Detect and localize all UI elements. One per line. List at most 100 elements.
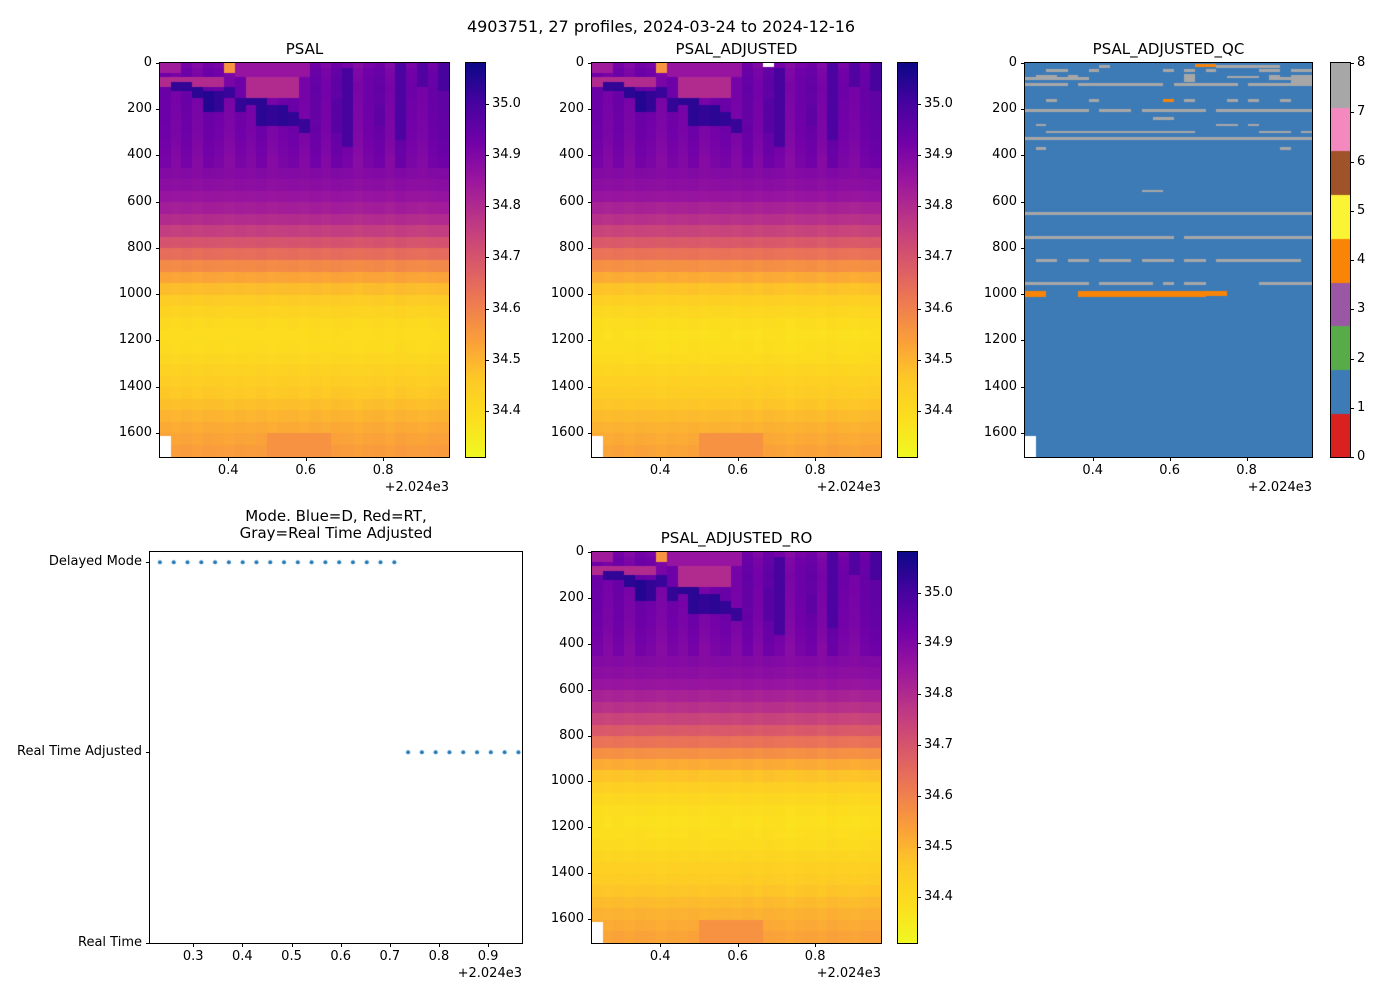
y-tick-mark bbox=[588, 386, 592, 388]
x-tick-label: 0.4 bbox=[1082, 463, 1104, 478]
colorbar-tick-label: 34.5 bbox=[492, 351, 521, 367]
x-tick-label: 0.8 bbox=[804, 949, 826, 964]
colorbar-tick-mark bbox=[917, 155, 921, 157]
colorbar-tick-mark bbox=[917, 643, 921, 645]
colorbar-tick-label: 34.4 bbox=[492, 402, 521, 418]
psal-adjusted-qc-title: PSAL_ADJUSTED_QC bbox=[1092, 40, 1245, 58]
x-tick-label: 0.4 bbox=[649, 463, 671, 478]
x-tick-label: 0.8 bbox=[1236, 463, 1257, 478]
y-tick-label: 0 bbox=[575, 544, 584, 559]
y-tick-label: 200 bbox=[992, 101, 1017, 117]
y-tick-label: 600 bbox=[559, 193, 584, 209]
colorbar-tick-label: 34.9 bbox=[924, 635, 953, 651]
y-tick-label: 1000 bbox=[983, 286, 1017, 302]
colorbar-tick-label: 34.9 bbox=[492, 147, 521, 163]
y-tick-label: 1400 bbox=[983, 378, 1017, 394]
y-tick-label: 400 bbox=[559, 147, 584, 163]
y-tick-label: 1200 bbox=[550, 819, 584, 835]
y-tick-mark bbox=[156, 201, 160, 203]
colorbar-tick-label: 6 bbox=[1357, 153, 1366, 169]
x-axis-offset-text: +2.024e3 bbox=[1247, 480, 1312, 495]
x-tick-mark bbox=[193, 943, 195, 947]
y-tick-mark bbox=[1021, 201, 1025, 203]
colorbar-tick-mark bbox=[485, 410, 489, 412]
psal-adjusted-axes bbox=[591, 62, 882, 458]
psal-adjusted-ro-title: PSAL_ADJUSTED_RO bbox=[660, 529, 813, 547]
colorbar-tick-label: 8 bbox=[1357, 55, 1366, 70]
colorbar-tick-label: 34.9 bbox=[924, 147, 953, 163]
y-tick-mark bbox=[146, 943, 150, 944]
y-tick-label: 200 bbox=[559, 101, 584, 117]
x-tick-label: 0.6 bbox=[727, 949, 748, 964]
y-tick-label: 600 bbox=[127, 193, 152, 209]
psal-adjusted-ro-colorbar bbox=[897, 551, 918, 944]
y-tick-mark bbox=[588, 689, 592, 691]
y-tick-label: 1600 bbox=[118, 424, 152, 440]
y-tick-mark bbox=[1021, 63, 1025, 64]
colorbar-tick-label: 3 bbox=[1357, 301, 1366, 317]
colorbar-tick-mark bbox=[917, 103, 921, 105]
psal-adjusted-ro-heatmap-canvas bbox=[592, 552, 881, 943]
y-tick-mark bbox=[588, 201, 592, 203]
colorbar-tick-mark bbox=[485, 257, 489, 259]
x-tick-mark bbox=[305, 457, 307, 461]
colorbar-tick-label: 34.5 bbox=[924, 838, 953, 854]
x-tick-mark bbox=[228, 457, 230, 461]
colorbar-tick-label: 34.4 bbox=[924, 402, 953, 418]
x-tick-mark bbox=[815, 943, 817, 947]
y-tick-mark bbox=[588, 155, 592, 157]
y-tick-label: 1000 bbox=[118, 286, 152, 302]
y-tick-label: 400 bbox=[992, 147, 1017, 163]
colorbar-tick-label: 4 bbox=[1357, 252, 1366, 267]
colorbar-tick-mark bbox=[917, 744, 921, 746]
y-tick-label: 1400 bbox=[118, 378, 152, 394]
x-tick-label: 0.6 bbox=[295, 463, 316, 478]
y-tick-label: 1200 bbox=[118, 332, 152, 348]
x-axis-offset-text: +2.024e3 bbox=[816, 480, 881, 495]
colorbar-tick-mark bbox=[917, 795, 921, 797]
y-tick-mark bbox=[156, 294, 160, 296]
colorbar-tick-mark bbox=[917, 897, 921, 899]
mode-axes bbox=[149, 551, 523, 944]
figure-title: 4903751, 27 profiles, 2024-03-24 to 2024… bbox=[466, 17, 856, 36]
x-tick-mark bbox=[1169, 457, 1171, 461]
x-tick-label: 0.3 bbox=[182, 949, 204, 964]
y-tick-label: 1400 bbox=[550, 378, 584, 394]
colorbar-tick-mark bbox=[1350, 309, 1354, 311]
x-tick-label: 0.7 bbox=[379, 949, 401, 964]
x-tick-label: 0.6 bbox=[330, 949, 351, 964]
y-tick-mark bbox=[1021, 340, 1025, 342]
psal-axes bbox=[159, 62, 450, 458]
y-tick-mark bbox=[1021, 109, 1025, 111]
y-tick-label: 400 bbox=[127, 147, 152, 163]
colorbar-tick-mark bbox=[1350, 457, 1354, 458]
y-category-label: Real Time Adjusted bbox=[17, 744, 142, 760]
x-tick-label: 0.8 bbox=[372, 463, 394, 478]
colorbar-tick-mark bbox=[485, 155, 489, 157]
colorbar-tick-label: 1 bbox=[1357, 399, 1366, 415]
y-tick-mark bbox=[588, 247, 592, 249]
colorbar-tick-label: 34.6 bbox=[924, 787, 953, 803]
x-tick-mark bbox=[660, 457, 662, 461]
colorbar-tick-mark bbox=[917, 410, 921, 412]
colorbar-tick-label: 34.4 bbox=[924, 889, 953, 905]
y-tick-mark bbox=[1021, 294, 1025, 296]
x-tick-mark bbox=[340, 943, 342, 947]
y-tick-label: 800 bbox=[559, 239, 584, 255]
x-tick-mark bbox=[488, 943, 490, 947]
y-tick-mark bbox=[1021, 155, 1025, 157]
x-tick-label: 0.4 bbox=[649, 949, 671, 964]
y-tick-label: 1000 bbox=[550, 286, 584, 302]
y-tick-mark bbox=[156, 386, 160, 388]
y-tick-label: 400 bbox=[559, 635, 584, 651]
y-tick-label: 1600 bbox=[550, 424, 584, 440]
colorbar-tick-label: 35.0 bbox=[924, 584, 953, 600]
y-category-label: Delayed Mode bbox=[48, 554, 142, 570]
colorbar-tick-mark bbox=[485, 206, 489, 208]
y-tick-mark bbox=[588, 432, 592, 434]
y-tick-label: 800 bbox=[992, 239, 1017, 255]
x-tick-mark bbox=[242, 943, 244, 947]
colorbar-tick-mark bbox=[917, 257, 921, 259]
